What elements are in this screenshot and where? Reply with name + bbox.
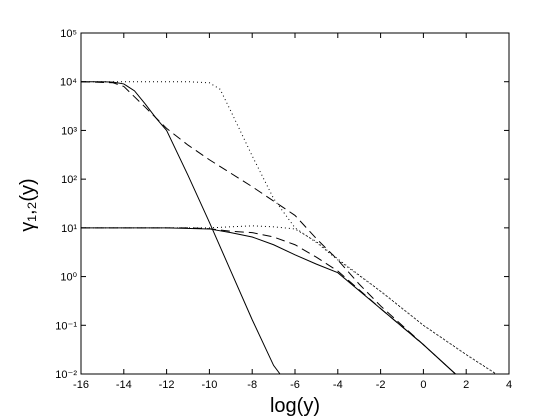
plot-frame bbox=[80, 32, 510, 375]
y-tick-label: 10⁻² bbox=[55, 369, 77, 381]
line-series bbox=[81, 227, 456, 375]
x-tick-label: -6 bbox=[290, 379, 300, 391]
line-series bbox=[81, 81, 497, 375]
line-series bbox=[80, 81, 456, 375]
x-tick-label: -2 bbox=[376, 379, 386, 391]
x-tick-label: -10 bbox=[201, 379, 217, 391]
x-tick-label: 4 bbox=[506, 379, 512, 391]
x-axis-label: log(y) bbox=[270, 395, 320, 417]
x-tick-label: 0 bbox=[420, 379, 426, 391]
line-series bbox=[81, 81, 281, 375]
y-tick-label: 10² bbox=[61, 174, 77, 186]
y-tick-label: 10⁰ bbox=[60, 272, 77, 284]
y-axis-label: γ₁,₂(y) bbox=[17, 178, 39, 231]
x-tick-label: -16 bbox=[73, 379, 89, 391]
y-tick-label: 10¹ bbox=[61, 223, 77, 235]
x-tick-label: -8 bbox=[247, 379, 257, 391]
x-tick-label: 2 bbox=[463, 379, 469, 391]
x-tick-label: -4 bbox=[333, 379, 343, 391]
x-tick-label: -12 bbox=[159, 379, 175, 391]
y-tick-label: 10⁻¹ bbox=[55, 320, 77, 332]
y-tick-label: 10³ bbox=[61, 125, 77, 137]
line-series bbox=[81, 227, 456, 375]
y-tick-label: 10⁵ bbox=[60, 28, 77, 40]
y-tick-label: 10⁴ bbox=[60, 77, 77, 89]
x-tick-label: -14 bbox=[116, 379, 132, 391]
